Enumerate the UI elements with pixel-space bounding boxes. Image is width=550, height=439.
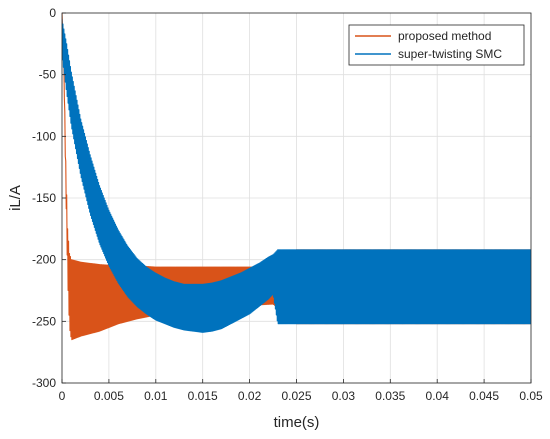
y-tick-label: -300 bbox=[32, 376, 56, 390]
x-tick-label: 0.045 bbox=[469, 389, 499, 403]
x-tick-label: 0.015 bbox=[188, 389, 218, 403]
x-axis-label: time(s) bbox=[274, 414, 320, 431]
x-tick-label: 0.05 bbox=[519, 389, 543, 403]
x-tick-label: 0 bbox=[59, 389, 66, 403]
x-tick-label: 0.035 bbox=[375, 389, 405, 403]
legend: proposed method super-twisting SMC bbox=[348, 24, 525, 66]
y-tick-label: -150 bbox=[32, 191, 56, 205]
legend-box bbox=[348, 24, 525, 66]
data-layer bbox=[62, 13, 531, 341]
x-tick-label: 0.025 bbox=[281, 389, 311, 403]
x-tick-label: 0.04 bbox=[426, 389, 450, 403]
x-tick-label: 0.03 bbox=[332, 389, 356, 403]
y-tick-label: 0 bbox=[49, 6, 56, 20]
y-axis-label: iL/A bbox=[7, 185, 24, 211]
y-tick-label: -100 bbox=[32, 129, 56, 143]
legend-label-proposed-method: proposed method bbox=[398, 29, 491, 43]
y-tick-label: -250 bbox=[32, 314, 56, 328]
x-tick-label: 0.01 bbox=[144, 389, 168, 403]
legend-label-super-twisting-smc: super-twisting SMC bbox=[398, 47, 502, 61]
axis-ticks: 0 0.005 0.01 0.015 0.02 0.025 0.03 0.035 0.04 0.0… bbox=[32, 6, 543, 403]
y-tick-label: -200 bbox=[32, 253, 56, 267]
series-super-twisting-smc-line bbox=[62, 19, 531, 333]
y-tick-label: -50 bbox=[39, 68, 57, 82]
x-tick-label: 0.02 bbox=[238, 389, 262, 403]
x-tick-label: 0.005 bbox=[94, 389, 124, 403]
